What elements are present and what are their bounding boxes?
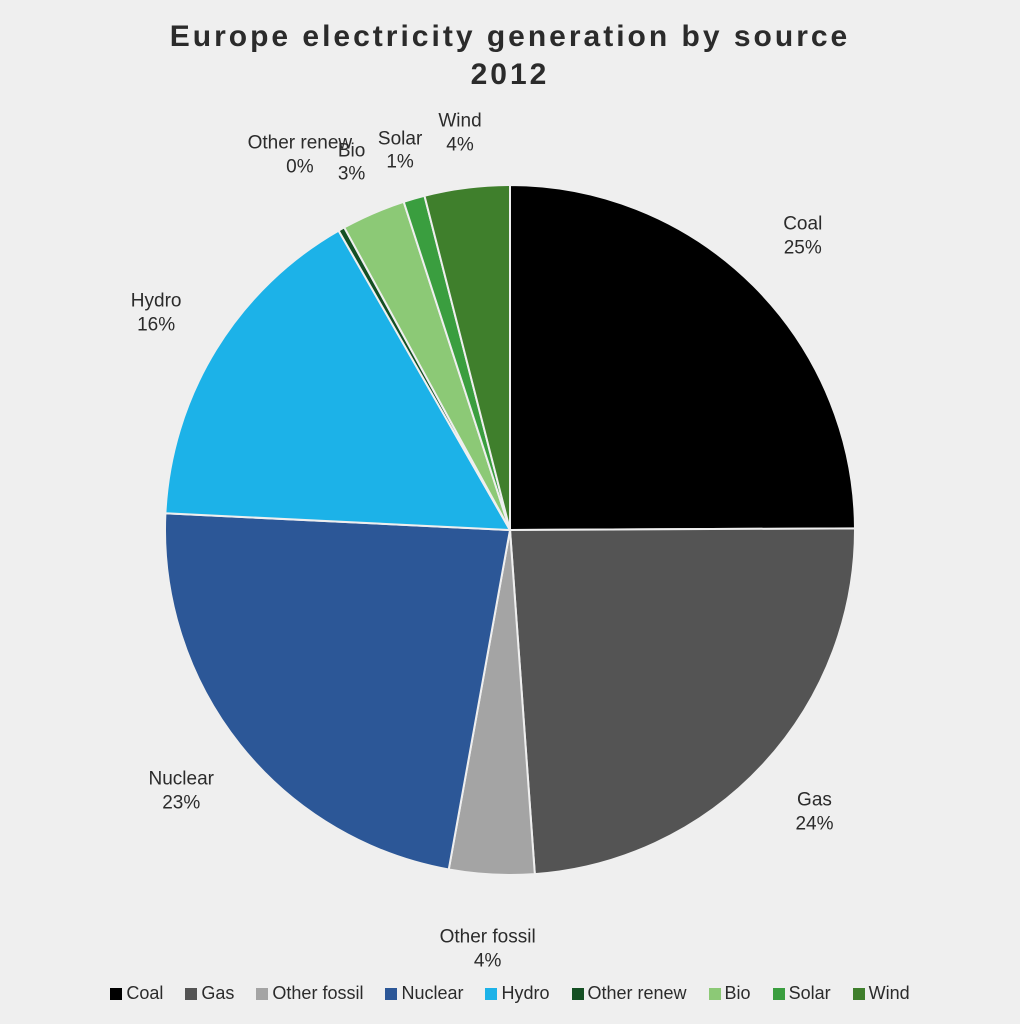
legend-swatch	[385, 988, 397, 1000]
legend-swatch	[185, 988, 197, 1000]
legend-item: Other renew	[572, 983, 687, 1004]
legend-label: Hydro	[501, 983, 549, 1004]
legend-label: Nuclear	[401, 983, 463, 1004]
legend-swatch	[853, 988, 865, 1000]
legend-swatch	[572, 988, 584, 1000]
chart-page: Europe electricity generation by source …	[0, 0, 1020, 1024]
legend-label: Other renew	[588, 983, 687, 1004]
pie-chart: Coal 25%Gas 24%Other fossil 4%Nuclear 23…	[0, 120, 1020, 940]
legend-label: Bio	[725, 983, 751, 1004]
legend-item: Solar	[773, 983, 831, 1004]
legend-item: Wind	[853, 983, 910, 1004]
pie-svg	[0, 120, 1020, 940]
legend-label: Gas	[201, 983, 234, 1004]
legend-swatch	[256, 988, 268, 1000]
legend-swatch	[485, 988, 497, 1000]
pie-slice	[510, 528, 855, 874]
pie-slice	[165, 513, 510, 869]
legend-item: Coal	[110, 983, 163, 1004]
pie-slice	[510, 185, 855, 530]
legend-label: Solar	[789, 983, 831, 1004]
legend-swatch	[709, 988, 721, 1000]
legend-item: Hydro	[485, 983, 549, 1004]
legend-item: Gas	[185, 983, 234, 1004]
chart-legend: Coal Gas Other fossil Nuclear Hydro Other ren…	[0, 983, 1020, 1004]
legend-item: Bio	[709, 983, 751, 1004]
chart-title: Europe electricity generation by source …	[0, 18, 1020, 93]
legend-label: Other fossil	[272, 983, 363, 1004]
legend-label: Wind	[869, 983, 910, 1004]
legend-item: Nuclear	[385, 983, 463, 1004]
legend-swatch	[773, 988, 785, 1000]
legend-label: Coal	[126, 983, 163, 1004]
legend-item: Other fossil	[256, 983, 363, 1004]
legend-swatch	[110, 988, 122, 1000]
